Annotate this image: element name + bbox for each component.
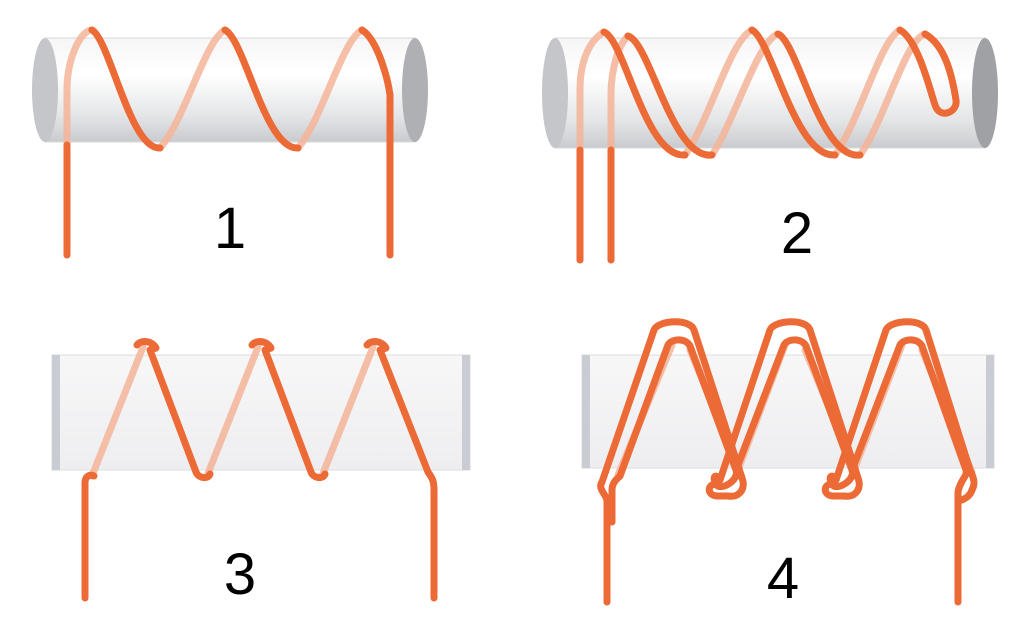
cylinder-body	[44, 37, 416, 143]
wire-back-segments	[63, 26, 366, 259]
wire-front-segments	[81, 338, 438, 602]
strip-former	[51, 354, 471, 471]
strip-right-edge	[462, 355, 470, 470]
panel-3: 3	[51, 338, 471, 607]
wire-front-segments	[576, 26, 960, 264]
panel-1: 1	[32, 26, 428, 261]
strip-left-edge	[582, 355, 590, 468]
panel-label-3: 3	[224, 542, 256, 607]
panel-2: 2	[542, 26, 998, 266]
strip-left-edge	[52, 355, 60, 470]
panel-label-4: 4	[767, 546, 799, 611]
cylinder-former	[32, 37, 428, 143]
strip-right-edge	[986, 355, 994, 468]
panel-4: 4	[581, 318, 995, 611]
panel-label-2: 2	[781, 201, 813, 266]
cylinder-right-end	[972, 38, 998, 148]
wire-front-segments	[597, 318, 978, 606]
cylinder-left-end	[32, 38, 58, 142]
cylinder-left-end	[542, 38, 568, 148]
cylinder-right-end	[402, 38, 428, 142]
strip-body	[581, 354, 995, 469]
wire-front-segments	[63, 26, 394, 259]
wire-back-segments	[576, 26, 929, 264]
wire-back-segments	[88, 343, 377, 480]
strip-former	[581, 354, 995, 469]
strip-body	[51, 354, 471, 471]
cylinder-former	[542, 37, 998, 149]
panel-label-1: 1	[214, 196, 246, 261]
